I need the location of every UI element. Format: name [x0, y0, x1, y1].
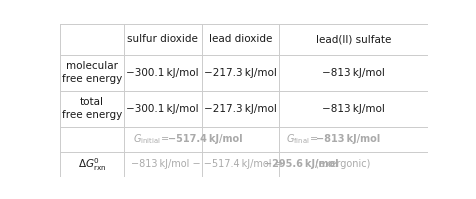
Text: −295.6 kJ/mol: −295.6 kJ/mol: [264, 159, 339, 170]
Text: (exergonic): (exergonic): [312, 159, 371, 170]
Text: $\mathit{G}_{\mathrm{final}}$: $\mathit{G}_{\mathrm{final}}$: [287, 132, 310, 146]
Text: lead dioxide: lead dioxide: [208, 34, 272, 44]
Text: −813 kJ/mol: −813 kJ/mol: [322, 67, 385, 78]
Text: lead(II) sulfate: lead(II) sulfate: [316, 34, 391, 44]
Text: −813 kJ/mol − −517.4 kJ/mol =: −813 kJ/mol − −517.4 kJ/mol =: [131, 159, 286, 170]
Text: −300.1 kJ/mol: −300.1 kJ/mol: [127, 103, 199, 114]
Text: −300.1 kJ/mol: −300.1 kJ/mol: [127, 67, 199, 78]
Text: −813 kJ/mol: −813 kJ/mol: [322, 103, 385, 114]
Text: −517.4 kJ/mol: −517.4 kJ/mol: [168, 134, 242, 144]
Text: =: =: [161, 134, 169, 144]
Text: $\mathit{G}_{\mathrm{initial}}$: $\mathit{G}_{\mathrm{initial}}$: [133, 132, 161, 146]
Text: sulfur dioxide: sulfur dioxide: [128, 34, 198, 44]
Text: molecular
free energy: molecular free energy: [62, 61, 122, 84]
Text: −217.3 kJ/mol: −217.3 kJ/mol: [204, 103, 277, 114]
Text: $\Delta G^{0}_{\mathrm{rxn}}$: $\Delta G^{0}_{\mathrm{rxn}}$: [78, 156, 106, 173]
Text: =: =: [309, 134, 318, 144]
Text: −813 kJ/mol: −813 kJ/mol: [316, 134, 380, 144]
Text: −217.3 kJ/mol: −217.3 kJ/mol: [204, 67, 277, 78]
Text: total
free energy: total free energy: [62, 97, 122, 120]
